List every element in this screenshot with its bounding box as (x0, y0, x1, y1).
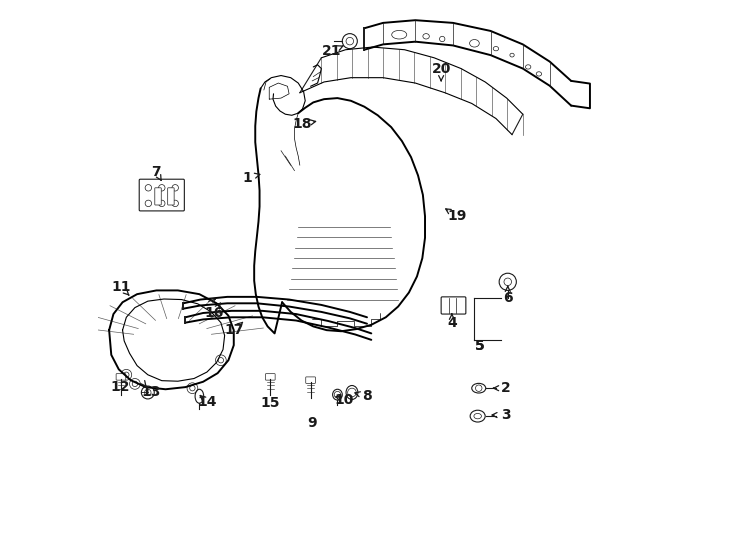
Text: 3: 3 (501, 408, 510, 422)
FancyBboxPatch shape (306, 377, 316, 383)
Text: 19: 19 (448, 210, 467, 223)
FancyBboxPatch shape (116, 374, 126, 380)
Text: 14: 14 (197, 395, 217, 409)
Text: 1: 1 (243, 171, 252, 185)
Text: 8: 8 (362, 389, 372, 403)
Text: 18: 18 (293, 117, 312, 131)
Text: 5: 5 (475, 339, 484, 353)
Text: 17: 17 (224, 323, 244, 337)
Text: 16: 16 (204, 306, 224, 320)
Text: 15: 15 (261, 396, 280, 410)
Text: 13: 13 (142, 386, 161, 400)
Text: 9: 9 (308, 416, 317, 430)
FancyBboxPatch shape (167, 188, 174, 205)
Text: 10: 10 (335, 393, 354, 407)
Text: 20: 20 (432, 62, 451, 76)
Text: 6: 6 (503, 291, 512, 305)
Text: 5: 5 (475, 339, 484, 353)
Text: 7: 7 (152, 165, 161, 179)
Text: 2: 2 (501, 381, 510, 395)
FancyBboxPatch shape (155, 188, 161, 205)
Text: 11: 11 (112, 280, 131, 294)
FancyBboxPatch shape (266, 374, 275, 380)
FancyBboxPatch shape (139, 179, 184, 211)
Text: 21: 21 (322, 44, 342, 58)
Text: 12: 12 (110, 380, 130, 394)
FancyBboxPatch shape (441, 297, 466, 314)
Text: 4: 4 (447, 316, 457, 329)
